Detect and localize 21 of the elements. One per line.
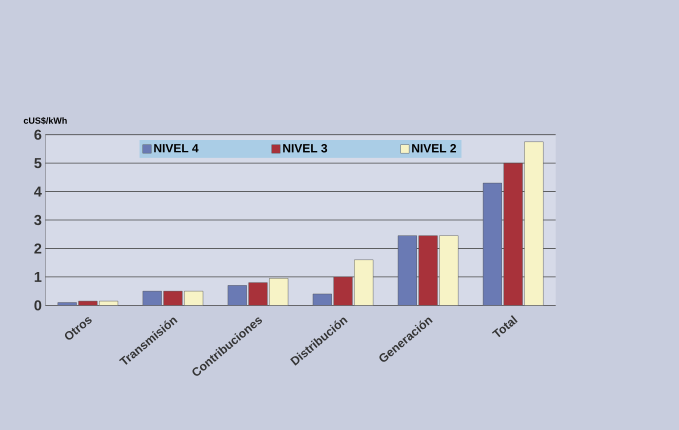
y-tick-label: 2 xyxy=(34,243,42,254)
bar xyxy=(164,291,182,306)
bar xyxy=(142,291,162,306)
bar xyxy=(334,276,352,306)
bar xyxy=(228,285,247,306)
bar xyxy=(418,236,438,306)
y-tick-label: 3 xyxy=(34,214,42,226)
y-tick-label: 0 xyxy=(34,300,42,310)
legend-label: NIVEL 4 xyxy=(154,144,199,152)
y-tick-label: 6 xyxy=(34,130,42,140)
y-axis-title: cUS$/kWh xyxy=(24,117,67,124)
bar xyxy=(482,182,502,306)
bar xyxy=(504,162,523,306)
legend-label: NIVEL 2 xyxy=(412,144,456,152)
bar xyxy=(398,236,417,306)
legend-label: NIVEL 3 xyxy=(283,144,328,152)
bar xyxy=(99,300,118,306)
bar xyxy=(248,282,268,306)
y-tick-label: 4 xyxy=(34,186,42,196)
y-tick-label: 5 xyxy=(34,158,42,168)
y-tick-label: 1 xyxy=(34,272,42,282)
